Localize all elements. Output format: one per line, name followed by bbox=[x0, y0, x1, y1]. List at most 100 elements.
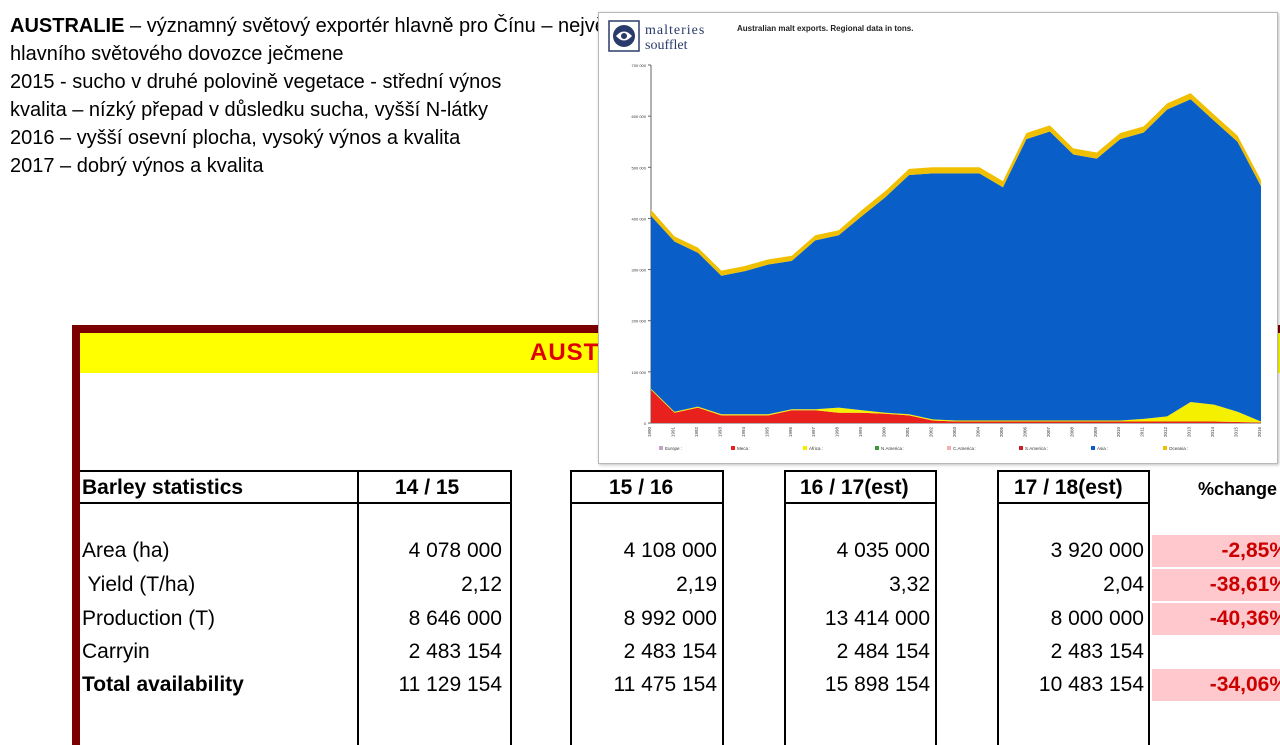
x-tick-label: 2009 bbox=[1093, 427, 1098, 438]
y-tick-label: 200 000 bbox=[632, 319, 647, 324]
legend-label: S.America : bbox=[1025, 446, 1048, 451]
legend-swatch bbox=[1163, 446, 1167, 450]
text-line-4: kvalita – nízký přepad v důsledku sucha,… bbox=[10, 99, 488, 121]
legend-label: Africa : bbox=[809, 446, 823, 451]
area-series-meca bbox=[651, 389, 1261, 423]
header-15-16: 15 / 16 bbox=[609, 476, 674, 499]
divider-col4-left bbox=[997, 470, 999, 745]
value-cell: 2 483 154 bbox=[408, 640, 502, 663]
value-cell: 2 483 154 bbox=[1050, 640, 1144, 663]
divider-col3-left bbox=[784, 470, 786, 745]
x-tick-label: 1992 bbox=[694, 427, 699, 438]
legend-swatch bbox=[659, 446, 663, 450]
y-tick-label: 100 000 bbox=[632, 370, 647, 375]
header4-top bbox=[997, 470, 1150, 472]
legend-label: Oceania : bbox=[1169, 446, 1188, 451]
value-cell: 2,19 bbox=[676, 573, 717, 596]
x-tick-label: 2010 bbox=[1116, 427, 1121, 438]
pct-change-cell: -34,06% bbox=[1209, 673, 1280, 696]
value-cell: 4 035 000 bbox=[836, 539, 930, 562]
legend-label: N.America : bbox=[881, 446, 905, 451]
header-barley-statistics: Barley statistics bbox=[82, 476, 244, 499]
x-tick-label: 2004 bbox=[975, 427, 980, 438]
x-tick-label: 1996 bbox=[788, 427, 793, 438]
row-label: Area (ha) bbox=[82, 539, 170, 562]
value-cell: 8 000 000 bbox=[1050, 607, 1144, 630]
pct-highlight bbox=[1152, 569, 1280, 601]
divider-col1-right bbox=[510, 470, 512, 745]
legend-label: Meca : bbox=[737, 446, 751, 451]
row-label: Total availability bbox=[82, 673, 244, 696]
header-17-18: 17 / 18(est) bbox=[1014, 476, 1123, 499]
y-tick-label: 700 000 bbox=[632, 63, 647, 68]
x-tick-label: 1998 bbox=[835, 427, 840, 438]
legend-swatch bbox=[947, 446, 951, 450]
x-tick-label: 2016 bbox=[1257, 427, 1262, 438]
y-tick-label: 300 000 bbox=[632, 268, 647, 273]
x-tick-label: 1997 bbox=[811, 427, 816, 438]
value-cell: 2,12 bbox=[461, 573, 502, 596]
chart-canvas: 0 100 000 200 000 300 000 400 000 500 000 600 … bbox=[608, 20, 1262, 451]
header-pct-change: %change bbox=[1198, 479, 1278, 499]
x-tick-label: 1993 bbox=[717, 427, 722, 438]
legend-swatch bbox=[803, 446, 807, 450]
pct-highlight bbox=[1152, 669, 1280, 701]
x-tick-label: 2001 bbox=[905, 427, 910, 438]
x-tick-label: 2007 bbox=[1046, 427, 1051, 438]
x-tick-label: 1995 bbox=[764, 427, 769, 438]
value-cell: 4 078 000 bbox=[408, 539, 502, 562]
y-tick-label: 0 bbox=[644, 421, 647, 426]
x-tick-label: 1990 bbox=[647, 427, 652, 438]
text-line-5: 2016 – vyšší osevní plocha, vysoký výnos… bbox=[10, 127, 461, 149]
x-tick-label: 2014 bbox=[1210, 427, 1215, 438]
divider-col4-right bbox=[1148, 470, 1150, 745]
row-label: Yield (T/ha) bbox=[82, 573, 196, 596]
value-cell: 13 414 000 bbox=[824, 607, 930, 630]
divider-col3-right bbox=[935, 470, 937, 745]
legend-swatch bbox=[1019, 446, 1023, 450]
header4-bottom bbox=[997, 502, 1150, 504]
x-tick-label: 2003 bbox=[952, 427, 957, 438]
value-cell: 2 483 154 bbox=[623, 640, 717, 663]
value-cell: 3,32 bbox=[889, 573, 930, 596]
value-cell: 15 898 154 bbox=[824, 673, 930, 696]
slide-text: AUSTRALIE – významný světový exportér hl… bbox=[10, 12, 610, 180]
divider-col2-left bbox=[570, 470, 572, 745]
divider-col1 bbox=[357, 470, 359, 745]
value-cell: 11 475 154 bbox=[613, 673, 717, 696]
text-line-3: 2015 - sucho v druhé polovině vegetace -… bbox=[10, 71, 502, 93]
legend-label: Europe : bbox=[665, 446, 682, 451]
pct-change-cell: -2,85% bbox=[1221, 539, 1280, 562]
x-tick-label: 2015 bbox=[1234, 427, 1239, 438]
legend-label: C.America : bbox=[953, 446, 977, 451]
legend-swatch bbox=[875, 446, 879, 450]
x-tick-label: 2013 bbox=[1187, 427, 1192, 438]
x-tick-label: 1991 bbox=[670, 427, 675, 438]
x-tick-label: 2006 bbox=[1022, 427, 1027, 438]
x-tick-label: 1994 bbox=[741, 427, 746, 438]
text-line-2: hlavního světového dovozce ječmene bbox=[10, 43, 344, 65]
value-cell: 10 483 154 bbox=[1038, 673, 1144, 696]
legend-swatch bbox=[731, 446, 735, 450]
x-tick-label: 2008 bbox=[1069, 427, 1074, 438]
pct-highlight bbox=[1152, 603, 1280, 635]
header2-top bbox=[570, 470, 722, 472]
chart-title: Australian malt exports. Regional data i… bbox=[737, 24, 914, 33]
pct-change-cell: -40,36% bbox=[1209, 607, 1280, 630]
header3-bottom bbox=[784, 502, 937, 504]
header-top-line bbox=[80, 470, 510, 472]
y-tick-label: 500 000 bbox=[632, 165, 647, 170]
text-line-1: AUSTRALIE – významný světový exportér hl… bbox=[10, 12, 610, 40]
value-cell: 3 920 000 bbox=[1050, 539, 1144, 562]
table-left-border bbox=[72, 325, 80, 745]
value-cell: 2 484 154 bbox=[836, 640, 930, 663]
value-cell: 8 992 000 bbox=[623, 607, 717, 630]
y-tick-label: 600 000 bbox=[632, 114, 647, 119]
row-label: Production (T) bbox=[82, 607, 216, 630]
area-series-asia bbox=[651, 99, 1261, 422]
header-bottom-line bbox=[80, 502, 510, 504]
x-tick-label: 2012 bbox=[1163, 427, 1168, 438]
legend-swatch bbox=[1091, 446, 1095, 450]
pct-change-cell: -38,61% bbox=[1209, 573, 1280, 596]
x-tick-label: 2011 bbox=[1140, 427, 1145, 437]
